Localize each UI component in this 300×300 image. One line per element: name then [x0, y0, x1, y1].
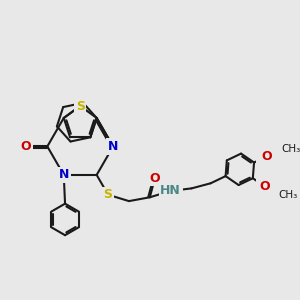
Text: N: N [58, 168, 69, 182]
Text: O: O [20, 140, 31, 153]
Text: O: O [259, 180, 270, 193]
Text: HN: HN [160, 184, 181, 197]
Text: CH₃: CH₃ [282, 144, 300, 154]
Text: S: S [76, 100, 85, 112]
Text: S: S [103, 188, 112, 201]
Text: CH₃: CH₃ [278, 190, 297, 200]
Text: O: O [150, 172, 160, 185]
Text: N: N [108, 140, 118, 153]
Text: O: O [261, 150, 272, 163]
